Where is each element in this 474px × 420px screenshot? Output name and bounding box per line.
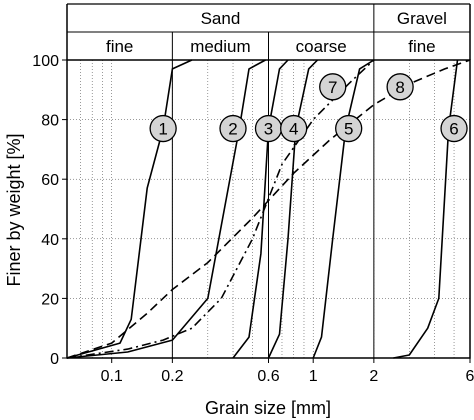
grid <box>67 60 470 358</box>
axes: 0 20 40 60 80 100 0.1 0.2 0.6 1 2 6 <box>32 4 474 385</box>
y-tick-label: 40 <box>41 232 59 249</box>
header-class-label: fine <box>106 37 133 56</box>
curve-marker-label-7: 7 <box>328 78 337 97</box>
y-tick-label: 100 <box>32 53 59 70</box>
curve-marker-label-2: 2 <box>228 120 237 139</box>
x-tick-label: 2 <box>369 368 378 385</box>
y-tick-label: 0 <box>50 351 59 368</box>
y-tick-label: 20 <box>41 291 59 308</box>
curve-3 <box>232 59 289 359</box>
x-tick-label: 0.1 <box>101 368 123 385</box>
header-class-label: fine <box>408 37 435 56</box>
header-group-label: Gravel <box>397 9 447 28</box>
curve-marker-label-3: 3 <box>264 120 273 139</box>
curve-marker-8 <box>386 73 414 101</box>
curve-marker-label-1: 1 <box>158 120 167 139</box>
curve-marker-label-6: 6 <box>449 120 458 139</box>
curve-7 <box>66 59 375 359</box>
y-axis-label: Finer by weight [%] <box>4 133 24 286</box>
x-tick-label: 1 <box>309 368 318 385</box>
curve-markers: 1 2 3 4 5 6 7 8 <box>149 73 468 143</box>
header-class-label: medium <box>190 37 250 56</box>
curve-marker-7 <box>319 73 347 101</box>
curve-8 <box>66 59 471 359</box>
x-axis-label: Grain size [mm] <box>205 398 331 418</box>
curve-2 <box>66 59 266 359</box>
curves <box>66 59 471 359</box>
x-tick-label: 0.6 <box>257 368 279 385</box>
curve-marker-label-4: 4 <box>289 120 298 139</box>
curve-6 <box>393 59 459 359</box>
curve-marker-label-8: 8 <box>395 78 404 97</box>
y-tick-label: 80 <box>41 113 59 130</box>
curve-marker-5 <box>335 114 363 143</box>
header-class-label: coarse <box>296 37 347 56</box>
header-group-label: Sand <box>201 9 241 28</box>
curve-5 <box>312 59 375 359</box>
curve-marker-label-5: 5 <box>344 120 353 139</box>
curve-marker-1 <box>149 114 177 143</box>
x-tick-label: 6 <box>466 368 474 385</box>
curve-marker-4 <box>280 114 308 143</box>
curve-1 <box>66 59 193 359</box>
y-tick-label: 60 <box>41 172 59 189</box>
curve-marker-6 <box>440 114 468 143</box>
x-tick-label: 0.2 <box>161 368 183 385</box>
curve-4 <box>267 59 319 359</box>
curve-marker-2 <box>219 114 247 143</box>
classification-header: Sand Gravel fine medium coarse fine <box>67 3 470 60</box>
